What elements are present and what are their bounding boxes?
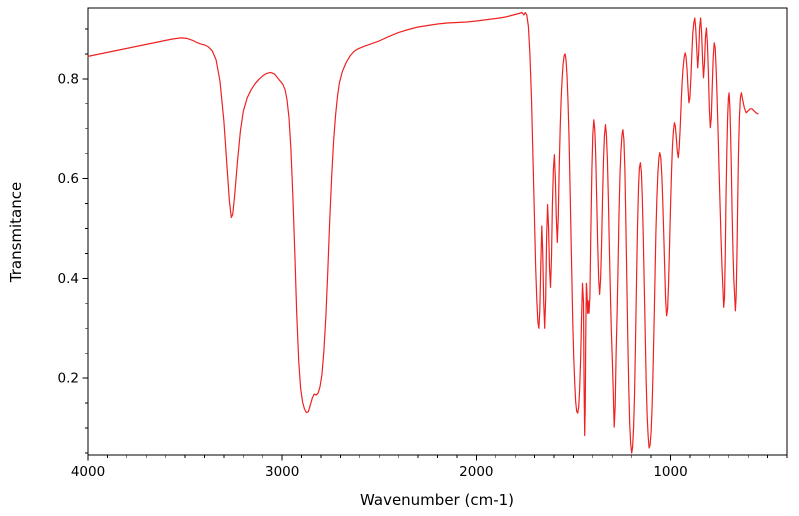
y-tick-label: 0.2 [58,371,79,387]
spectrum-line [87,11,759,454]
y-axis-label: Transmitance [7,181,25,283]
x-tick-label: 1000 [653,464,687,480]
x-tick-label: 2000 [459,464,493,480]
x-tick-label: 4000 [71,464,105,480]
x-tick-label: 3000 [265,464,299,480]
y-tick-label: 0.6 [58,171,79,187]
x-axis-label: Wavenumber (cm-1) [360,491,514,509]
y-tick-label: 0.8 [58,71,79,87]
y-tick-label: 0.4 [58,271,79,287]
